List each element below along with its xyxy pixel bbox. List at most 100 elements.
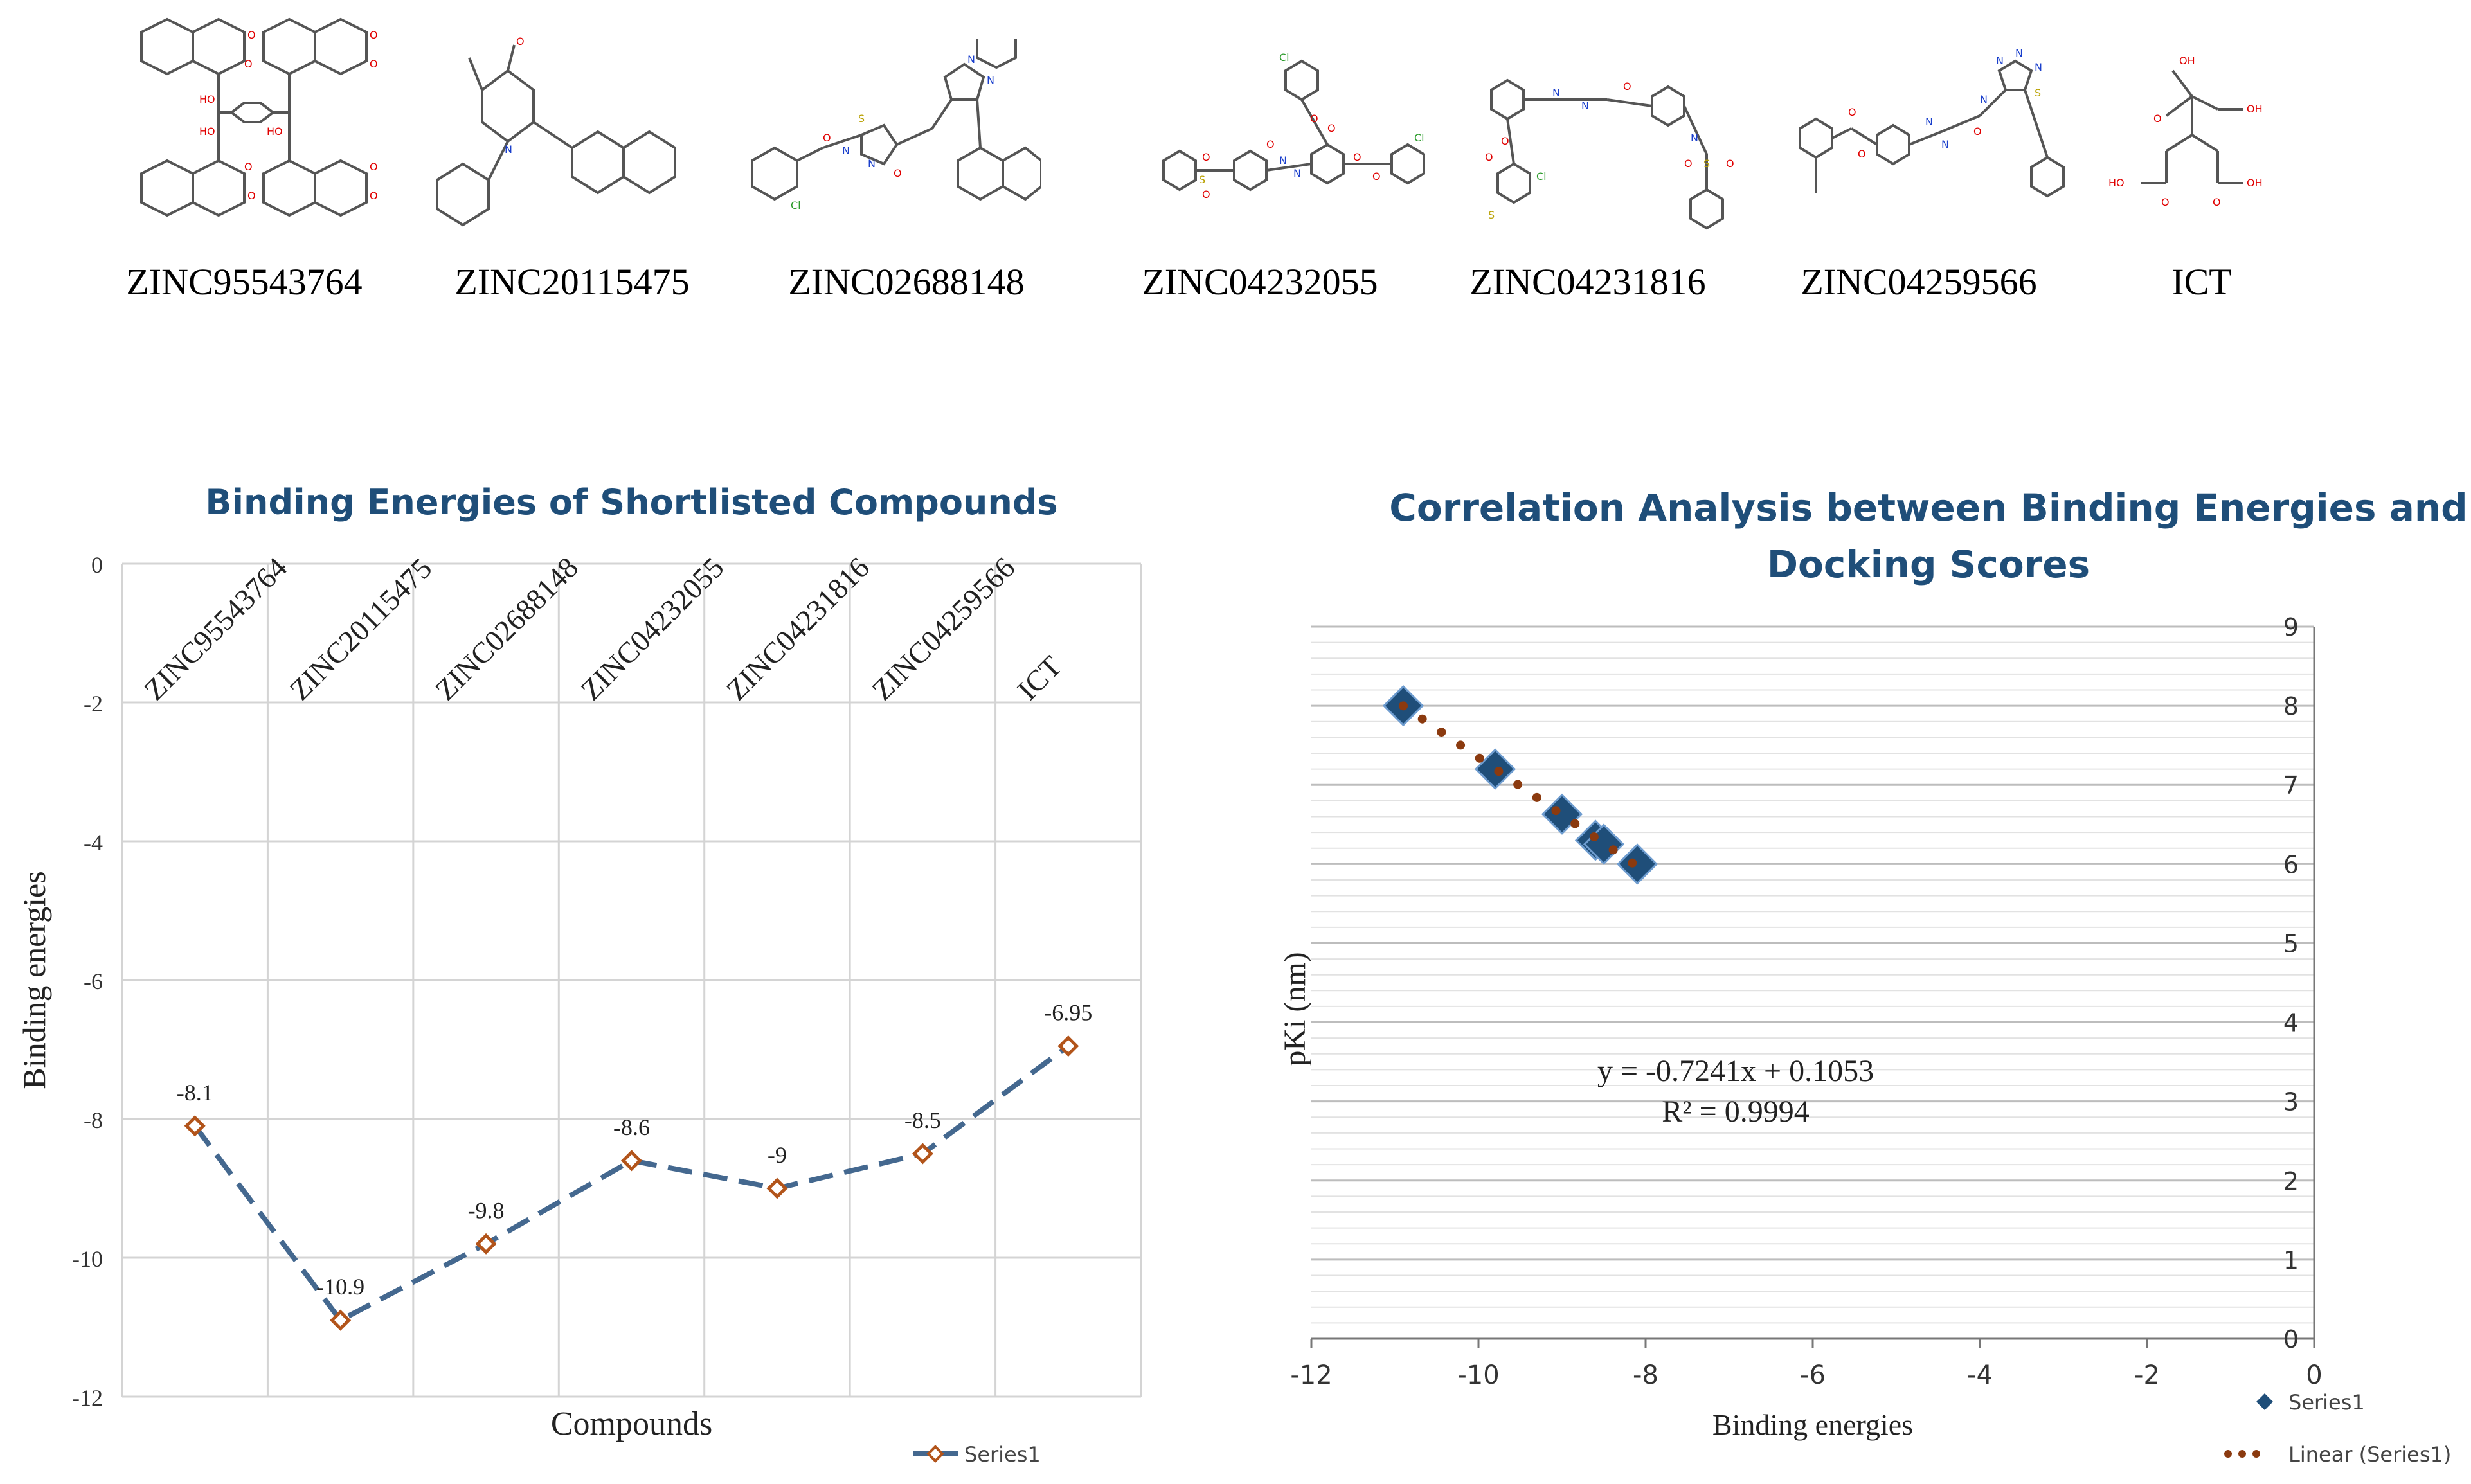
atom-label: N [1941,138,1949,150]
atom-label: O [247,190,256,202]
atom-label: O [516,35,525,48]
chart1-data-point [620,1150,643,1172]
compound-name: ZINC04231816 [1469,261,1706,303]
chart1-category-label: ZINC04231816 [720,551,876,706]
atom-label: Cl [1536,170,1547,183]
atom-label: O [1266,138,1275,150]
atom-label: O [1327,122,1336,134]
chart2-y-tick-label: 0 [2283,1325,2299,1354]
chart2-x-tick-label: -2 [2134,1361,2160,1390]
chart2-title-line: Docking Scores [1767,542,2090,586]
atom-label: N [987,74,994,86]
chart1-y-tick-label: -2 [84,691,103,717]
atom-label: S [1199,174,1205,186]
chart1-legend-marker [926,1445,944,1463]
chart2-title-line: Correlation Analysis between Binding Ene… [1389,486,2467,530]
chart2-x-tick-label: -10 [1457,1361,1499,1390]
chart1-category-label: ZINC95543764 [138,551,293,706]
chart1-title: Binding Energies of Shortlisted Compound… [205,482,1057,523]
atom-label: N [1980,93,1988,105]
chart1-data-point [766,1177,788,1199]
atom-label: O [2153,112,2162,125]
atom-label: O [1848,106,1856,118]
atom-label: S [1488,209,1495,221]
structure-ict: OH O OH HO O O OH [2108,55,2263,208]
atom-label: N [1996,55,2004,67]
chart1-data-label: -9.8 [468,1197,505,1223]
structure-zinc04259566: O O N N O N N N N S [1799,47,2065,198]
atom-label: N [2035,61,2042,73]
chart1-category-label: ZINC02688148 [429,551,584,706]
compound-name: ZINC95543764 [126,261,363,303]
chart2-legend-label: Series1 [2288,1390,2365,1415]
chart1-y-tick-label: -4 [84,830,103,855]
chart2-r-squared: R² = 0.9994 [1662,1095,1809,1129]
chart2-equation: y = -0.7241x + 0.1053 [1597,1054,1874,1088]
atom-label: OH [2247,177,2263,189]
atom-label: S [2035,87,2041,99]
chart2-y-tick-label: 9 [2283,613,2299,641]
atom-label: N [1279,154,1287,166]
atom-label: N [1293,167,1301,179]
chart1-y-tick-label: -10 [72,1246,103,1272]
chart1-data-point [184,1115,206,1137]
chart1-data-label: -8.1 [177,1080,213,1105]
atom-label: OH [2247,103,2263,115]
atom-label: O [370,29,378,41]
structure-zinc04231816: S Cl O O N N O N S O O [1485,78,1734,230]
chart2-y-tick-label: 7 [2283,771,2299,800]
atom-label: N [1925,116,1933,128]
atom-label: HO [199,125,215,138]
atom-label: O [244,58,253,70]
chart1-data-point [1057,1035,1079,1057]
atom-label: O [370,190,378,202]
atom-label: N [1691,132,1698,144]
atom-label: N [505,143,512,156]
atom-label: O [2161,196,2170,208]
chart1-data-label: -10.9 [316,1274,364,1300]
chart1-y-axis-title: Binding energies [16,871,52,1089]
chart1-data-label: -8.6 [613,1114,650,1140]
structure-zinc95543764: O O HO O O HO O O O O HO [140,17,378,217]
atom-label: N [1581,100,1589,112]
atom-label: O [1973,125,1982,138]
atom-label: N [868,157,876,170]
chart2-y-tick-label: 1 [2283,1246,2299,1274]
atom-label: HO [199,93,215,105]
chart1-y-tick-label: -8 [84,1107,103,1133]
chart1-x-axis-title: Compounds [551,1406,712,1442]
atom-label: HO [267,125,283,138]
chart2-legend-trend-dot [2252,1450,2260,1458]
chart1-category-label: ZINC20115475 [283,551,438,706]
chart1-y-tick-label: -12 [72,1385,103,1411]
structure-zinc20115475: O N [436,35,676,227]
chart1-legend-label: Series1 [964,1442,1041,1467]
chart1-y-tick-label: 0 [91,552,103,578]
chart1-y-tick-label: -6 [84,969,103,994]
chart2-y-tick-label: 8 [2283,692,2299,720]
chart2-x-tick-label: -6 [1800,1361,1826,1390]
chart2-x-tick-label: -4 [1967,1361,1993,1390]
chart2-legend-trend-dot [2224,1450,2232,1458]
chart2-y-tick-label: 6 [2283,850,2299,879]
atom-label: N [967,53,975,66]
chart1-data-point [475,1233,497,1255]
chart2-legend-trend-dot [2238,1450,2246,1458]
atom-label: S [858,112,865,125]
chart1-data-label: -9 [768,1142,787,1168]
chart1-category-label: ZINC04232055 [575,551,730,706]
chart2-x-tick-label: -12 [1290,1361,1332,1390]
atom-label: O [1684,157,1693,170]
chart2-legend-trend-label: Linear (Series1) [2288,1442,2451,1467]
atom-label: Cl [1279,51,1289,64]
atom-label: O [1485,151,1493,163]
chart2-y-tick-label: 5 [2283,929,2299,958]
chart2-x-axis-title: Binding energies [1712,1408,1913,1441]
atom-label: O [370,161,378,173]
chart2-data-point [1616,843,1658,885]
atom-label: O [894,167,902,179]
chart2-x-tick-label: -8 [1633,1361,1658,1390]
atom-label: S [1703,157,1710,170]
